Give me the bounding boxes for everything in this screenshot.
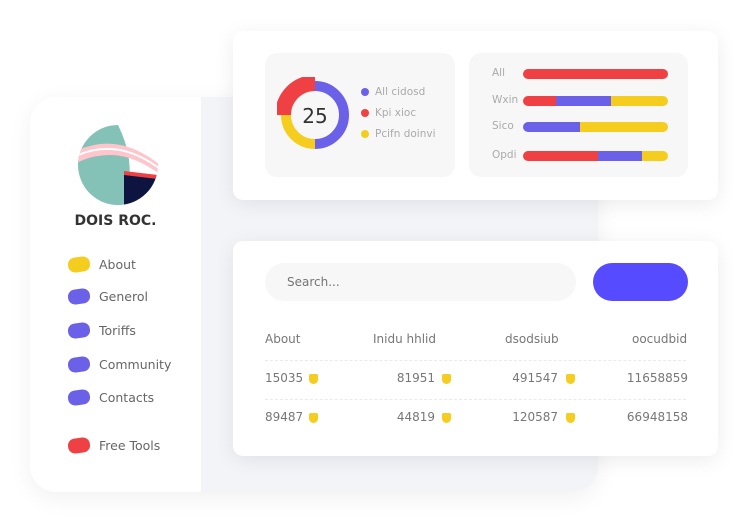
- sidebar: DOIS ROC. About Generol Toriffs Community Co…: [30, 97, 201, 492]
- legend-item: Kpi xioc: [361, 107, 416, 119]
- bar-segment: [641, 151, 668, 161]
- search-input[interactable]: [265, 263, 576, 301]
- divider: [265, 360, 686, 361]
- donut-value: 25: [302, 104, 327, 128]
- bar-segment: [598, 151, 642, 161]
- table-cell: 491547: [512, 371, 558, 385]
- sidebar-item-generol[interactable]: Generol: [67, 287, 148, 306]
- brand-name: DOIS ROC.: [74, 213, 157, 229]
- bar-segment: [523, 96, 557, 106]
- search-button[interactable]: [593, 263, 688, 301]
- nav-blob-icon: [67, 287, 91, 306]
- bar-label: All: [492, 67, 506, 79]
- table-cell: 15035: [265, 371, 304, 385]
- table-cell: 89487: [265, 410, 304, 424]
- column-header: About: [265, 332, 301, 346]
- sidebar-item-label: Toriffs: [99, 323, 136, 338]
- table-card: About Inidu hhlid dsodsiub oocudbid 15035 819…: [233, 241, 718, 456]
- table-cell: 81951: [396, 371, 435, 385]
- shield-icon: [566, 413, 575, 423]
- nav-blob-icon: [67, 255, 91, 274]
- column-header: dsodsiub: [505, 332, 559, 346]
- shield-icon: [309, 413, 318, 423]
- table-cell: 66948158: [626, 410, 688, 424]
- bar-label: Sico: [492, 120, 514, 132]
- bar-segment: [523, 69, 668, 79]
- sidebar-item-label: About: [99, 257, 136, 272]
- shield-icon: [442, 374, 451, 384]
- sidebar-item-community[interactable]: Community: [67, 355, 172, 374]
- shield-icon: [309, 374, 318, 384]
- donut-segment: [281, 114, 316, 149]
- stacked-bar: [523, 151, 668, 161]
- donut-chart: 25: [277, 77, 349, 149]
- shield-icon: [442, 413, 451, 423]
- sidebar-item-about[interactable]: About: [67, 255, 136, 274]
- donut-segment: [314, 81, 349, 149]
- stats-card: 25 All cidosd Kpi xioc Pcifn doinvi All Wxi…: [233, 31, 718, 200]
- legend-dot-icon: [361, 88, 369, 96]
- sidebar-item-free-tools[interactable]: Free Tools: [67, 436, 161, 455]
- nav-blob-icon: [67, 436, 91, 455]
- bar-segment: [523, 122, 580, 132]
- donut-segment: [277, 77, 316, 116]
- bar-segment: [579, 122, 668, 132]
- legend-dot-icon: [361, 130, 369, 138]
- avatar: [78, 125, 158, 205]
- table-cell: 44819: [396, 410, 435, 424]
- bar-segment: [556, 96, 612, 106]
- legend-label: All cidosd: [375, 86, 426, 98]
- bar-label: Opdi: [492, 149, 517, 161]
- nav-blob-icon: [67, 321, 91, 340]
- stacked-bar: [523, 122, 668, 132]
- sidebar-item-label: Generol: [99, 289, 148, 304]
- donut-panel: 25 All cidosd Kpi xioc Pcifn doinvi: [265, 53, 455, 177]
- table-cell: 11658859: [626, 371, 688, 385]
- column-header: oocudbid: [632, 332, 688, 346]
- table-cell: 120587: [512, 410, 558, 424]
- sidebar-item-label: Contacts: [99, 390, 155, 405]
- nav-blob-icon: [67, 355, 91, 374]
- legend-dot-icon: [361, 109, 369, 117]
- stacked-bar: [523, 96, 668, 106]
- bar-panel: All Wxin Sico Opdi: [469, 53, 688, 177]
- sidebar-item-label: Community: [99, 357, 172, 372]
- legend-label: Pcifn doinvi: [375, 128, 436, 140]
- sidebar-item-contacts[interactable]: Contacts: [67, 388, 155, 407]
- legend-item: Pcifn doinvi: [361, 128, 436, 140]
- legend-item: All cidosd: [361, 86, 425, 98]
- shield-icon: [566, 374, 575, 384]
- nav-blob-icon: [67, 388, 91, 407]
- legend-label: Kpi xioc: [375, 107, 417, 119]
- bar-segment: [523, 151, 599, 161]
- bar-segment: [611, 96, 668, 106]
- stacked-bar: [523, 69, 668, 79]
- sidebar-item-toriffs[interactable]: Toriffs: [67, 321, 136, 340]
- column-header: Inidu hhlid: [373, 332, 437, 346]
- bar-label: Wxin: [492, 94, 519, 106]
- divider: [265, 399, 686, 400]
- sidebar-item-label: Free Tools: [99, 438, 161, 453]
